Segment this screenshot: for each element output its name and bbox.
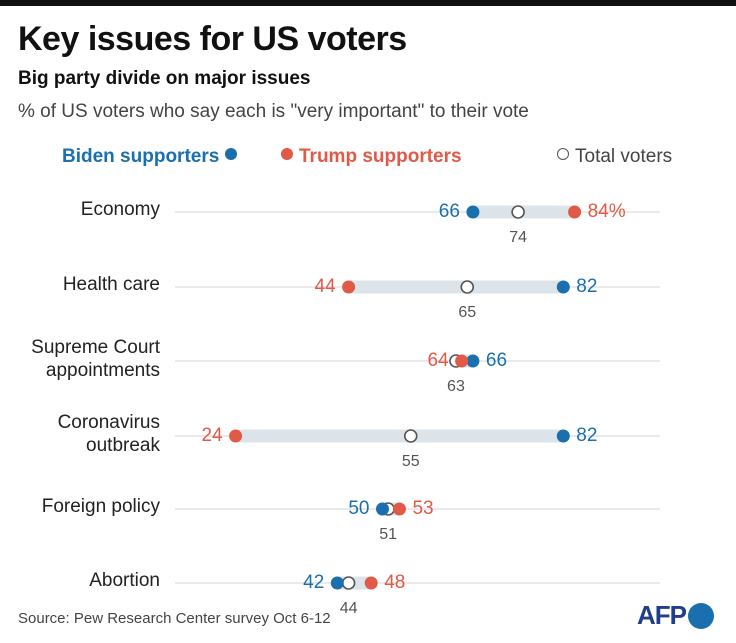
legend-total-dot [557,148,569,160]
biden-value-label: 42 [303,572,324,593]
category-label: Abortion [89,570,160,591]
total-value-label: 51 [379,526,397,543]
total-dot [460,280,475,294]
biden-dot [330,576,344,590]
biden-value-label: 66 [486,350,507,371]
total-value-label: 74 [509,229,527,246]
biden-dot [376,502,389,516]
trump-value-label: 44 [314,276,336,297]
biden-value-label: 66 [439,201,460,222]
category-label: appointments [46,360,160,381]
trump-dot [364,576,378,590]
total-value-label: 55 [402,453,420,470]
trump-value-label: 64 [427,350,449,371]
source-note: Source: Pew Research Center survey Oct 6… [18,610,331,627]
legend-trump: Trump supporters [281,146,462,168]
category-label: outbreak [86,435,160,456]
legend-trump-label: Trump supporters [299,146,462,167]
total-dot [511,205,525,219]
category-label: Health care [63,274,160,295]
legend-total: Total voters [557,146,672,168]
afp-logo: AFP [637,600,714,631]
biden-value-label: 50 [348,498,369,519]
chart-subtitle: Big party divide on major issues [18,68,311,89]
total-dot [341,576,356,590]
legend-total-label: Total voters [575,146,673,167]
trump-value-label: 84% [588,201,626,222]
legend-trump-dot [281,148,293,160]
legend-biden-dot [225,148,238,160]
trump-value-label: 53 [412,498,433,519]
biden-dot [556,280,570,294]
biden-dot [556,429,570,443]
total-value-label: 44 [340,600,358,617]
biden-dot [466,354,480,368]
trump-value-label: 24 [201,425,223,446]
category-label: Economy [81,199,161,220]
legend-biden: Biden supporters [62,146,238,168]
total-dot [403,429,418,443]
trump-dot [392,502,406,516]
total-value-label: 63 [447,378,465,395]
trump-dot [455,354,469,368]
afp-logo-ball [688,602,714,629]
trump-dot [229,429,243,443]
trump-dot [568,205,582,219]
biden-value-label: 82 [576,425,597,446]
trump-dot [342,280,356,294]
biden-dot [466,205,480,219]
total-value-label: 65 [458,304,476,321]
chart-description: % of US voters who say each is "very imp… [18,101,529,122]
biden-value-label: 82 [576,276,597,297]
top-bar [0,0,736,6]
afp-logo-text: AFP [637,600,687,630]
legend-biden-label: Biden supporters [62,146,220,167]
chart-title: Key issues for US voters [18,20,407,58]
category-label: Foreign policy [42,496,161,517]
trump-value-label: 48 [384,572,405,593]
category-label: Coronavirus [58,412,160,433]
category-label: Supreme Court [31,337,161,358]
